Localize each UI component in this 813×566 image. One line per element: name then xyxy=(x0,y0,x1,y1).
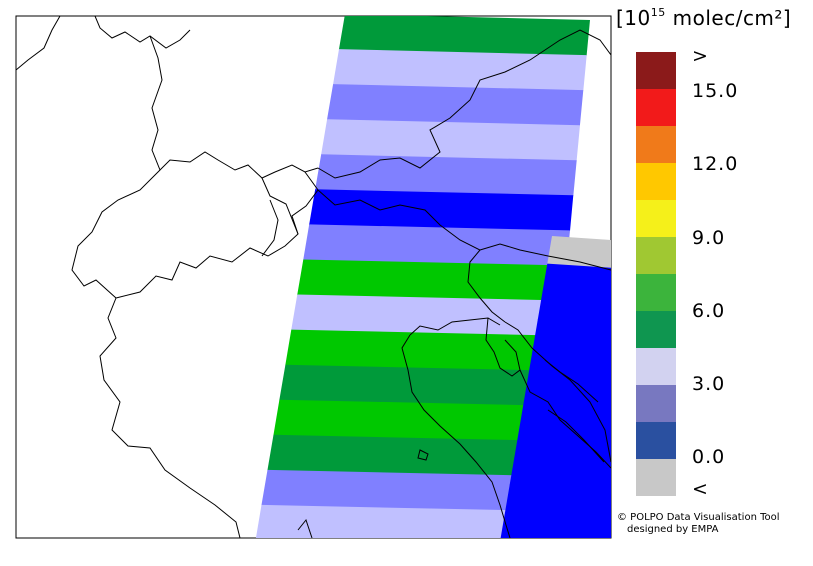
legend-label-3: 3.0 xyxy=(692,373,726,395)
legend-swatch xyxy=(636,237,676,275)
swath-band xyxy=(514,429,611,463)
legend-swatch xyxy=(636,385,676,423)
legend-swatch xyxy=(636,52,676,90)
legend-label-9: 9.0 xyxy=(692,227,726,249)
swath-band xyxy=(528,346,611,380)
legend-colorbar xyxy=(636,52,676,496)
swath-band xyxy=(519,401,611,435)
legend-label-6: 6.0 xyxy=(692,300,726,322)
swath-band xyxy=(315,154,577,196)
legend-swatch xyxy=(636,422,676,460)
swath-band xyxy=(327,84,584,126)
swath-band xyxy=(547,236,611,269)
swath-band xyxy=(338,16,590,56)
legend-swatch xyxy=(636,126,676,164)
swath-band xyxy=(504,484,611,518)
swath-band xyxy=(537,291,611,324)
swath-band xyxy=(255,504,544,538)
swath-band xyxy=(273,399,554,442)
legend-swatch xyxy=(636,311,676,349)
legend-swatch xyxy=(636,459,676,496)
legend-swatch xyxy=(636,163,676,201)
credit-line-1: © POLPO Data Visualisation Tool xyxy=(617,512,780,523)
swath-band xyxy=(523,374,611,407)
swath-band xyxy=(279,364,557,407)
swath-band xyxy=(267,434,550,477)
credit-line-2: designed by EMPA xyxy=(627,524,719,535)
legend-label-0: 0.0 xyxy=(692,446,726,468)
swath-band xyxy=(542,263,611,297)
swath-band xyxy=(500,512,611,538)
legend-label-over: > xyxy=(692,45,709,67)
legend-label-under: < xyxy=(692,478,709,500)
swath-band xyxy=(509,457,611,490)
swath-bands xyxy=(255,16,611,538)
legend-swatch xyxy=(636,89,676,127)
legend-swatch xyxy=(636,200,676,238)
country-borders xyxy=(16,16,611,538)
swath-band xyxy=(321,119,580,161)
legend-label-15: 15.0 xyxy=(692,80,739,102)
legend-swatch xyxy=(636,274,676,312)
legend-label-12: 12.0 xyxy=(692,153,739,175)
swath-band xyxy=(309,189,574,231)
swath-band xyxy=(291,294,564,337)
legend-swatch xyxy=(636,348,676,386)
legend-unit: [1015 molec/cm²] xyxy=(616,6,792,30)
swath-band xyxy=(303,224,570,267)
swath-band xyxy=(297,259,567,302)
swath-band xyxy=(333,49,587,91)
swath-band xyxy=(285,329,560,372)
swath-band xyxy=(533,318,611,352)
swath-band xyxy=(261,469,547,512)
